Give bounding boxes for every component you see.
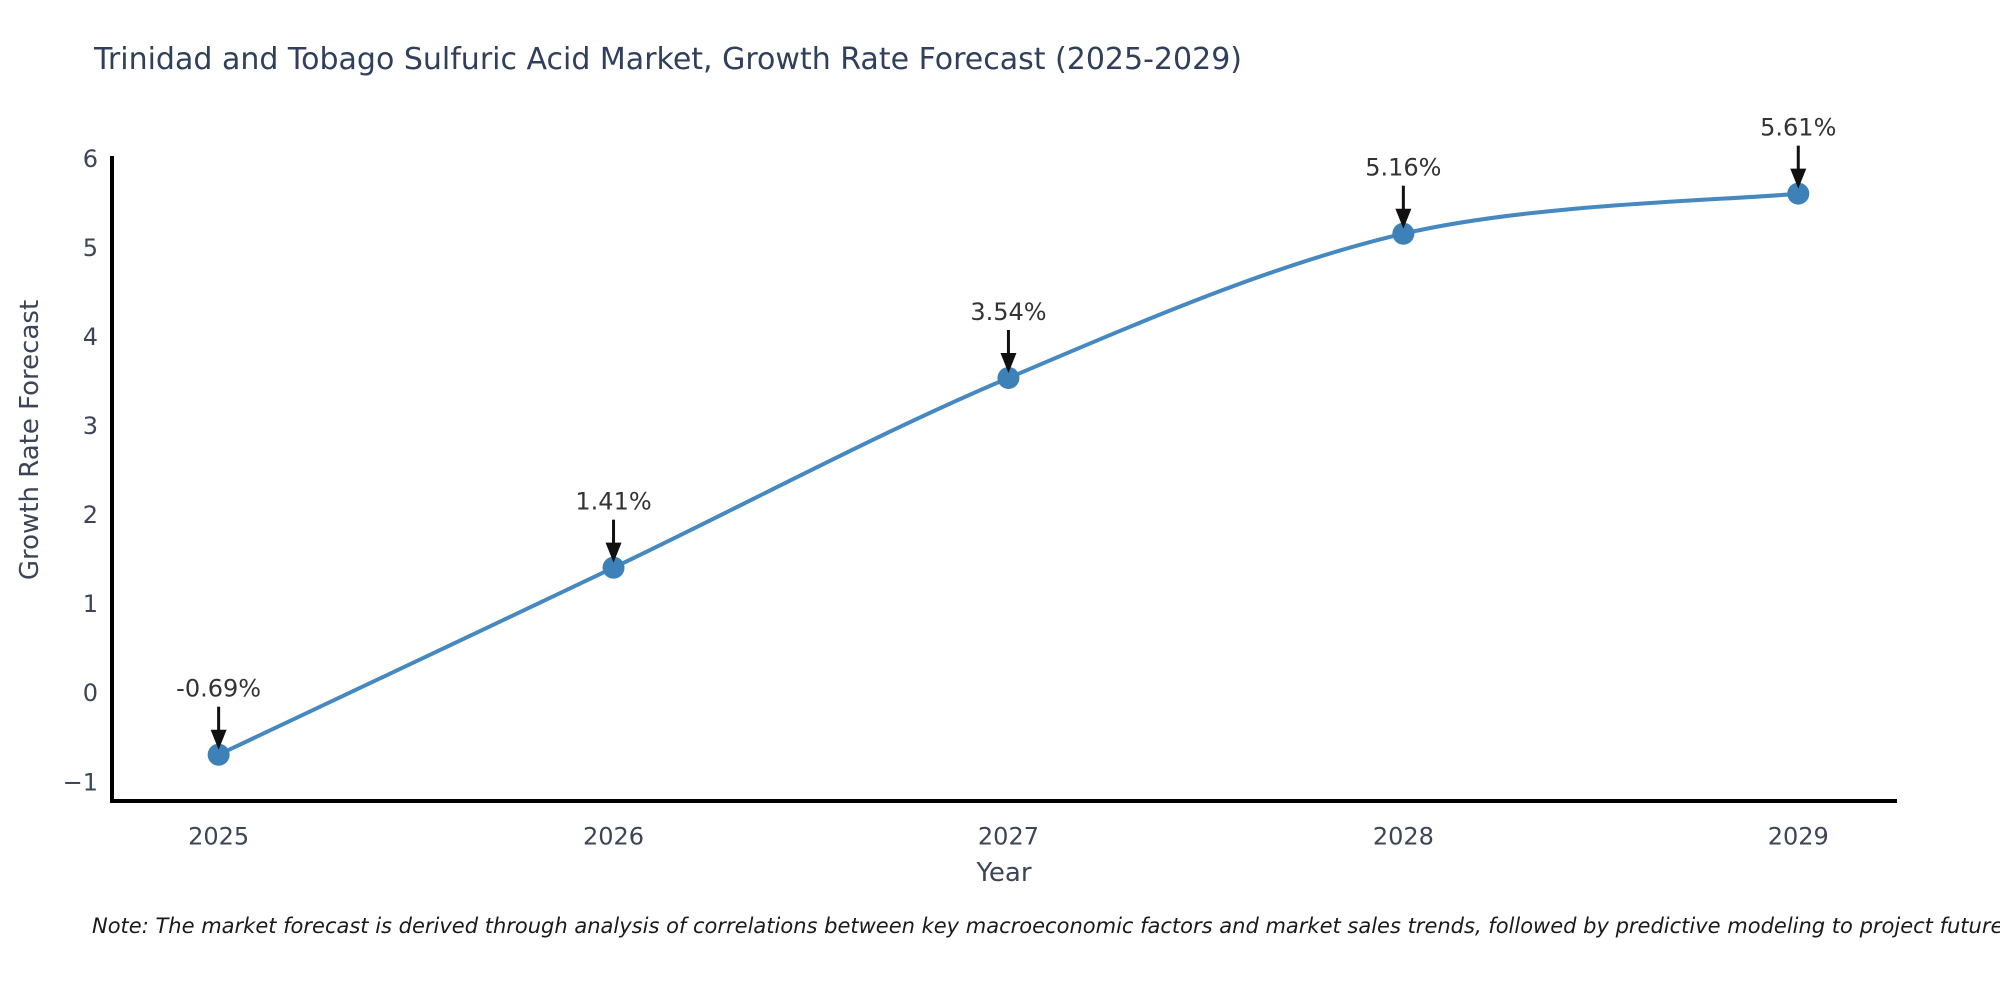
data-point-label: 5.61%: [1760, 114, 1836, 142]
annotation-arrow-head: [1395, 208, 1412, 229]
footnote: Note: The market forecast is derived thr…: [92, 914, 2000, 938]
data-point-marker: [602, 556, 625, 579]
y-tick-label: 5: [83, 234, 98, 262]
data-point-label: 1.41%: [575, 488, 651, 516]
x-tick-label: 2025: [188, 823, 249, 851]
x-tick-label: 2026: [583, 823, 644, 851]
annotation-arrow-head: [605, 542, 622, 563]
x-tick-label: 2028: [1373, 823, 1434, 851]
y-tick-label: 2: [83, 501, 98, 529]
y-tick-label: 1: [83, 590, 98, 618]
annotation-arrow-head: [1790, 168, 1807, 189]
y-tick-label: 0: [83, 679, 98, 707]
y-tick-label: 3: [83, 412, 98, 440]
x-tick-label: 2027: [978, 823, 1039, 851]
line-series: [216, 191, 1801, 757]
x-tick-label: 2029: [1768, 823, 1829, 851]
data-point-marker: [1392, 222, 1415, 245]
data-point-marker: [207, 743, 230, 766]
y-tick-label: 4: [83, 323, 98, 351]
data-point-marker: [1787, 182, 1810, 205]
y-tick-label: −1: [63, 768, 98, 796]
y-tick-label: 6: [83, 145, 98, 173]
data-point-label: -0.69%: [176, 675, 261, 703]
data-point-label: 3.54%: [970, 298, 1046, 326]
annotation-arrow-head: [210, 729, 227, 750]
data-point-label: 5.16%: [1365, 154, 1441, 182]
annotation-arrow-head: [1000, 352, 1017, 373]
data-point-marker: [997, 366, 1020, 389]
chart-title: Trinidad and Tobago Sulfuric Acid Market…: [94, 42, 1242, 77]
x-axis-title: Year: [976, 858, 1032, 888]
